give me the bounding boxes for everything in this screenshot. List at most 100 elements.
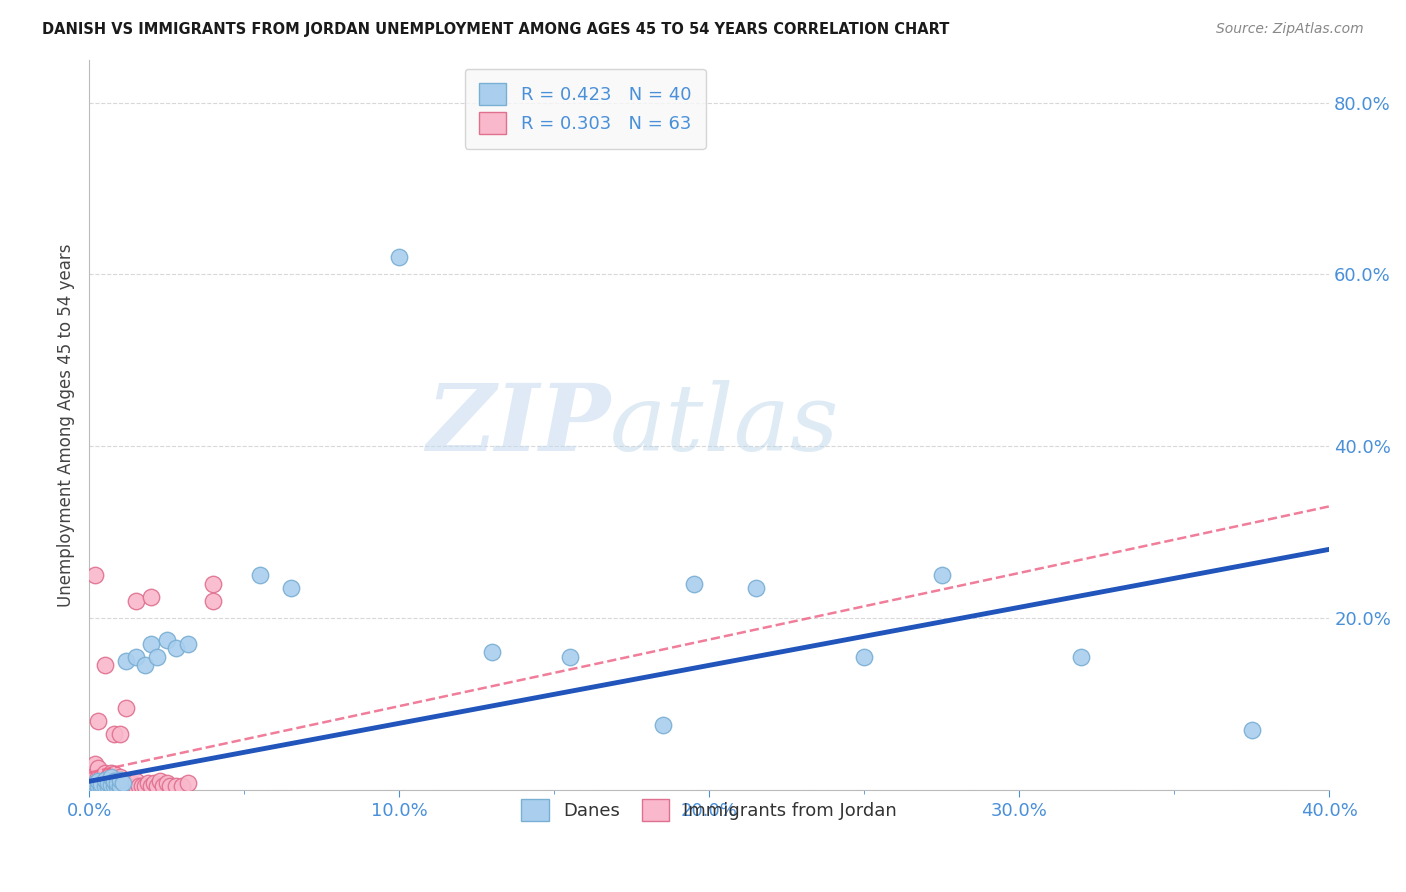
Point	[87, 714, 110, 728]
Point	[134, 658, 156, 673]
Point	[108, 772, 131, 787]
Point	[128, 779, 150, 793]
Point	[155, 776, 177, 790]
Point	[146, 649, 169, 664]
Point	[84, 780, 107, 795]
Point	[558, 649, 581, 664]
Point	[651, 718, 673, 732]
Point	[82, 779, 104, 793]
Point	[1240, 723, 1263, 737]
Point	[82, 774, 104, 789]
Point	[82, 767, 104, 781]
Point	[105, 772, 128, 787]
Point	[105, 776, 128, 790]
Point	[97, 776, 120, 790]
Point	[165, 779, 187, 793]
Point	[1070, 649, 1092, 664]
Point	[202, 576, 225, 591]
Point	[124, 649, 146, 664]
Point	[87, 761, 110, 775]
Text: atlas: atlas	[610, 380, 839, 470]
Point	[97, 779, 120, 793]
Point	[103, 779, 125, 793]
Point	[112, 779, 135, 793]
Point	[165, 641, 187, 656]
Point	[172, 779, 194, 793]
Point	[143, 776, 166, 790]
Point	[100, 765, 122, 780]
Point	[139, 779, 162, 793]
Point	[931, 568, 953, 582]
Point	[481, 645, 503, 659]
Point	[97, 780, 120, 795]
Point	[87, 774, 110, 789]
Point	[112, 776, 135, 790]
Point	[139, 637, 162, 651]
Point	[388, 250, 411, 264]
Point	[124, 779, 146, 793]
Point	[115, 774, 138, 789]
Point	[100, 778, 122, 792]
Point	[93, 658, 115, 673]
Point	[105, 779, 128, 793]
Point	[136, 776, 159, 790]
Point	[100, 770, 122, 784]
Point	[93, 765, 115, 780]
Point	[90, 777, 112, 791]
Point	[105, 780, 128, 795]
Point	[177, 637, 200, 651]
Point	[108, 779, 131, 793]
Point	[155, 632, 177, 647]
Point	[853, 649, 876, 664]
Point	[146, 779, 169, 793]
Point	[121, 776, 143, 790]
Point	[93, 779, 115, 793]
Point	[103, 774, 125, 789]
Point	[108, 779, 131, 793]
Legend: Danes, Immigrants from Jordan: Danes, Immigrants from Jordan	[508, 785, 911, 836]
Point	[103, 774, 125, 789]
Text: ZIP: ZIP	[426, 380, 610, 470]
Point	[131, 779, 153, 793]
Point	[177, 776, 200, 790]
Point	[90, 779, 112, 793]
Point	[124, 774, 146, 789]
Point	[100, 779, 122, 793]
Point	[90, 770, 112, 784]
Point	[115, 779, 138, 793]
Point	[115, 654, 138, 668]
Point	[93, 772, 115, 787]
Point	[118, 779, 141, 793]
Point	[84, 772, 107, 787]
Point	[744, 581, 766, 595]
Point	[108, 774, 131, 789]
Point	[124, 594, 146, 608]
Point	[280, 581, 302, 595]
Point	[149, 774, 172, 789]
Point	[108, 770, 131, 784]
Point	[87, 774, 110, 789]
Point	[87, 780, 110, 794]
Point	[84, 776, 107, 790]
Point	[100, 774, 122, 789]
Point	[682, 576, 704, 591]
Point	[112, 776, 135, 790]
Point	[84, 568, 107, 582]
Point	[249, 568, 271, 582]
Text: DANISH VS IMMIGRANTS FROM JORDAN UNEMPLOYMENT AMONG AGES 45 TO 54 YEARS CORRELAT: DANISH VS IMMIGRANTS FROM JORDAN UNEMPLO…	[42, 22, 949, 37]
Point	[87, 779, 110, 793]
Point	[87, 770, 110, 784]
Point	[115, 701, 138, 715]
Point	[84, 765, 107, 780]
Point	[93, 779, 115, 793]
Point	[202, 594, 225, 608]
Y-axis label: Unemployment Among Ages 45 to 54 years: Unemployment Among Ages 45 to 54 years	[58, 243, 75, 607]
Point	[93, 774, 115, 789]
Point	[103, 767, 125, 781]
Point	[108, 727, 131, 741]
Point	[90, 781, 112, 796]
Point	[82, 779, 104, 793]
Point	[97, 770, 120, 784]
Point	[134, 779, 156, 793]
Point	[103, 727, 125, 741]
